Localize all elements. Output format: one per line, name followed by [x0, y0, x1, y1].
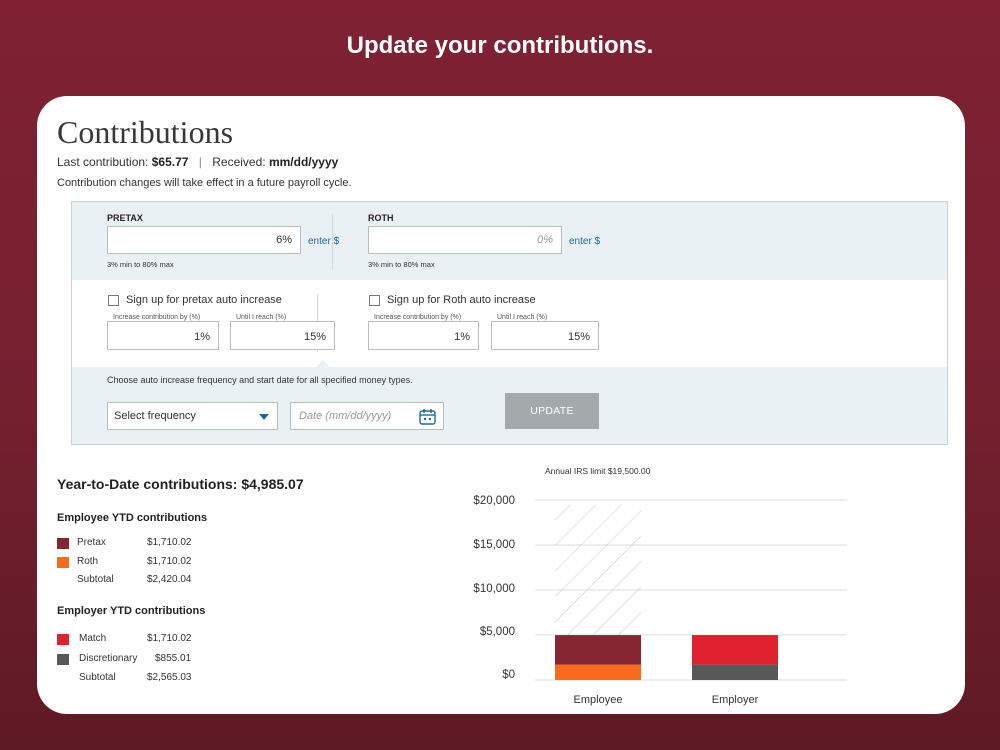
- last-contribution-value: $65.77: [151, 155, 189, 169]
- roth-input[interactable]: 0%: [368, 226, 562, 254]
- start-date-input[interactable]: Date (mm/dd/yyyy): [290, 402, 444, 430]
- legend-label-employer-subtotal: Subtotal: [79, 672, 116, 683]
- date-placeholder: Date (mm/dd/yyyy): [299, 410, 392, 422]
- received-value: mm/dd/yyyy: [268, 155, 339, 169]
- pretax-input[interactable]: 6%: [107, 226, 301, 254]
- page-title: Contributions: [57, 114, 234, 150]
- bar-employee-roth: [555, 664, 641, 680]
- frequency-select[interactable]: Select frequency: [107, 402, 278, 430]
- legend-label-match: Match: [79, 633, 107, 644]
- legend-value-match: $1,710.02: [147, 633, 192, 644]
- roth-auto-increase-checkbox[interactable]: [369, 295, 380, 306]
- page-headline: Update your contributions.: [346, 32, 654, 59]
- y-tick-20000: $20,000: [473, 495, 515, 507]
- irs-limit-annotation: Annual IRS limit $19,500.00: [545, 466, 651, 476]
- column-divider: [332, 214, 333, 270]
- bar-employer-match: [692, 635, 778, 665]
- roth-label: ROTH: [368, 213, 394, 223]
- roth-enter-dollar-link[interactable]: enter $: [569, 236, 601, 247]
- legend-label-employee-subtotal: Subtotal: [77, 574, 114, 585]
- frequency-select-value: Select frequency: [114, 410, 196, 422]
- roth-swatch: [57, 557, 69, 568]
- pointer-notch: [315, 360, 331, 368]
- pretax-until-label: Until I reach (%): [234, 314, 289, 321]
- legend-value-discretionary: $855.01: [155, 653, 192, 664]
- legend-value-employee-subtotal: $2,420.04: [147, 574, 192, 585]
- discretionary-swatch: [57, 654, 69, 665]
- y-tick-0: $0: [502, 669, 515, 681]
- contribution-form: PRETAX 6% enter $ 3% min to 80% max ROTH…: [71, 201, 948, 445]
- roth-hint: 3% min to 80% max: [368, 260, 435, 269]
- ytd-title: Year-to-Date contributions: $4,985.07: [57, 476, 304, 492]
- y-tick-5000: $5,000: [479, 626, 515, 638]
- legend-label-pretax: Pretax: [77, 537, 106, 548]
- payroll-note: Contribution changes will take effect in…: [57, 177, 352, 189]
- chevron-down-icon: [259, 414, 269, 420]
- pretax-increase-input[interactable]: 1%: [107, 321, 219, 350]
- y-tick-15000: $15,000: [473, 539, 515, 551]
- legend-value-pretax: $1,710.02: [147, 537, 192, 548]
- pretax-increase-label: Increase contribution by (%): [111, 314, 203, 321]
- frequency-note: Choose auto increase frequency and start…: [107, 375, 413, 385]
- update-button[interactable]: UPDATE: [505, 393, 599, 429]
- x-label-employer: Employer: [711, 694, 759, 706]
- last-contribution-label: Last contribution:: [57, 155, 149, 169]
- roth-auto-increase-label: Sign up for Roth auto increase: [387, 294, 536, 306]
- received-label: Received:: [212, 155, 266, 169]
- last-contribution-line: Last contribution: $65.77 | Received: mm…: [57, 155, 338, 169]
- legend-value-roth: $1,710.02: [147, 556, 192, 567]
- pretax-auto-increase-label: Sign up for pretax auto increase: [126, 294, 282, 306]
- pretax-hint: 3% min to 80% max: [107, 260, 174, 269]
- x-label-employee: Employee: [573, 694, 623, 706]
- employee-ytd-title: Employee YTD contributions: [57, 512, 208, 524]
- pretax-label: PRETAX: [107, 213, 143, 223]
- legend-label-discretionary: Discretionary: [79, 653, 138, 664]
- legend-value-employer-subtotal: $2,565.03: [147, 672, 192, 683]
- employer-ytd-title: Employer YTD contributions: [57, 605, 206, 617]
- bar-employee-pretax: [555, 635, 641, 665]
- bar-employer-discretionary: [692, 664, 778, 680]
- y-tick-10000: $10,000: [473, 583, 515, 595]
- roth-increase-input[interactable]: 1%: [368, 321, 479, 350]
- match-swatch: [57, 634, 69, 645]
- roth-increase-label: Increase contribution by (%): [372, 314, 464, 321]
- pretax-auto-increase-checkbox[interactable]: [108, 295, 119, 306]
- legend-label-roth: Roth: [77, 556, 99, 567]
- roth-until-input[interactable]: 15%: [491, 321, 599, 350]
- contributions-card: Contributions Last contribution: $65.77 …: [37, 96, 965, 714]
- pretax-swatch: [57, 538, 69, 549]
- roth-until-label: Until I reach (%): [495, 314, 550, 321]
- ytd-bar-chart: [535, 499, 847, 681]
- calendar-icon[interactable]: [419, 408, 436, 425]
- pretax-enter-dollar-link[interactable]: enter $: [308, 236, 340, 247]
- separator: |: [198, 155, 202, 169]
- pretax-until-input[interactable]: 15%: [230, 321, 335, 350]
